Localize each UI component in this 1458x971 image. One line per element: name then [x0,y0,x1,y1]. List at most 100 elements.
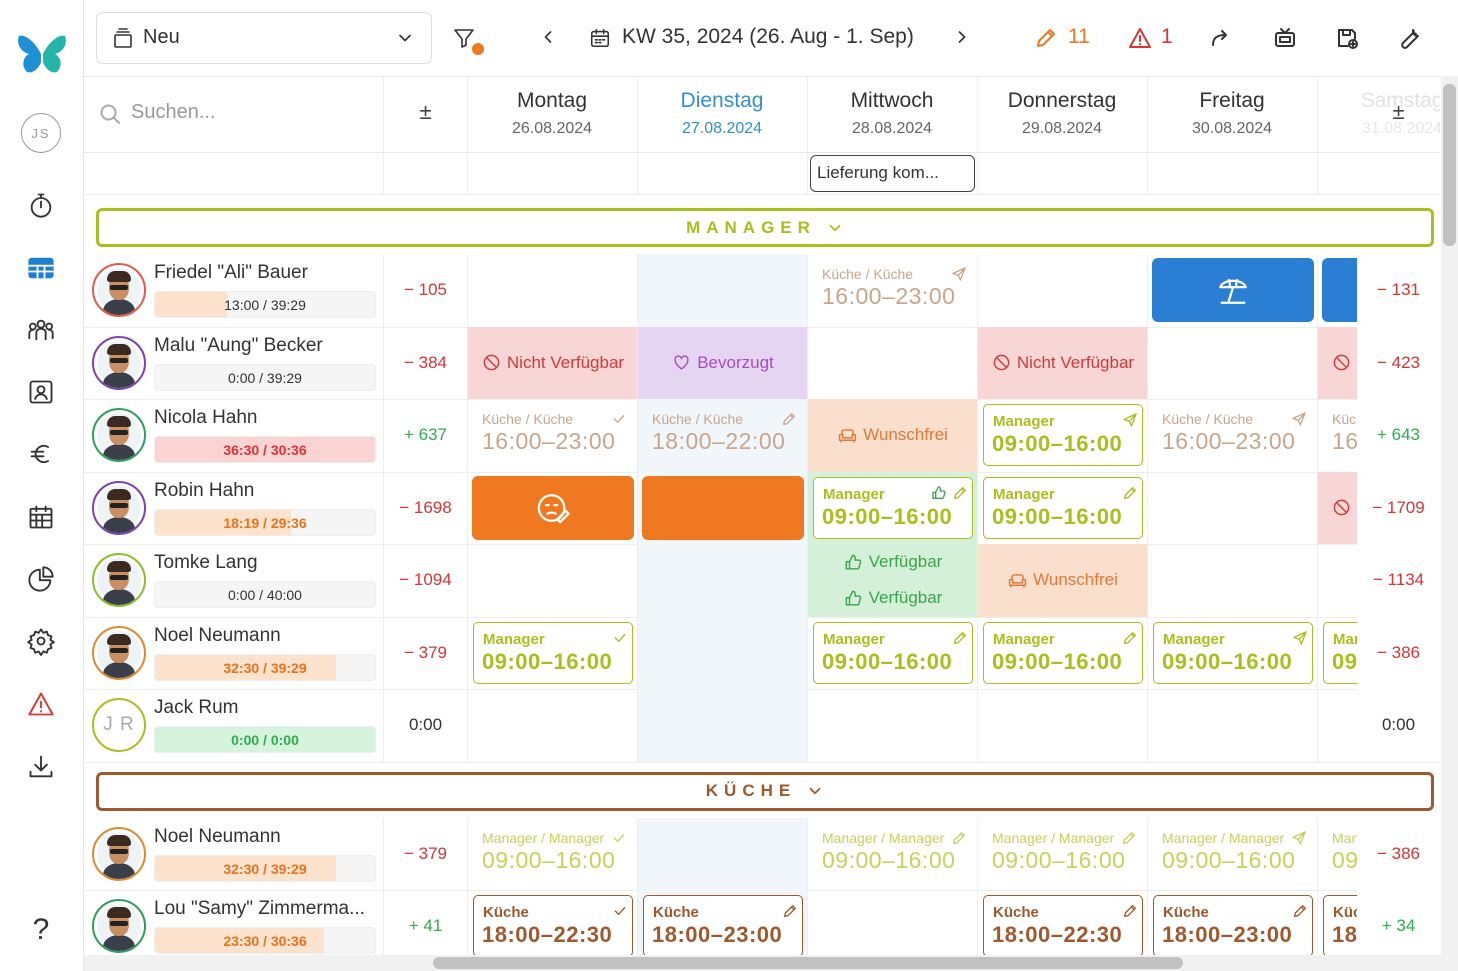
icon-pie[interactable] [27,565,55,593]
avatar[interactable] [92,335,146,390]
h-scroll-thumb[interactable] [433,957,1183,969]
day-cell [468,472,637,545]
avatar[interactable] [92,826,146,881]
view-dropdown[interactable]: Neu [96,12,432,64]
shift[interactable]: Küche 18:00–23:00 [643,895,803,957]
icon-chevRight[interactable] [952,27,972,47]
search-input[interactable]: Suchen... [131,101,216,123]
icon-calendar[interactable] [589,27,611,49]
day-header: Samstag 31.08.2024 [1317,77,1440,152]
day-note[interactable]: Lieferung kom... [810,155,975,192]
avatar[interactable] [92,553,146,607]
shift[interactable]: Küche / Küche 18:00–22:00 [643,404,803,466]
employee-name[interactable]: Jack Rum [154,697,239,718]
toggle-left[interactable]: ± [419,99,432,124]
employee-name[interactable]: Lou "Samy" Zimmerma... [154,898,365,919]
employee-name[interactable]: Nicola Hahn [154,407,258,428]
icon-wrench[interactable] [1398,26,1422,50]
employee-name[interactable]: Robin Hahn [154,479,255,501]
cell-inner: Nicht Verfügbar [978,326,1147,399]
icon-part [959,832,964,837]
col-sep [977,890,978,963]
icon-pencil[interactable] [1034,26,1058,50]
week-label[interactable]: KW 35, 2024 (26. Aug - 1. Sep) [622,25,914,48]
day-cell: Küche 18:00–23:00 [638,890,807,963]
icon-part [100,104,117,121]
icon-part [1011,573,1024,580]
avatar[interactable] [92,625,146,680]
icon-save[interactable] [1335,26,1359,50]
balance: + 41 [408,916,443,935]
avatar[interactable] [92,480,146,535]
shift-role: Küche / Küche [482,411,574,427]
icon-people[interactable] [27,316,55,344]
employee-name[interactable]: Noel Neumann [154,624,281,646]
icon-warning[interactable] [27,690,55,718]
warnings-count[interactable]: 1 [1161,25,1173,48]
shift[interactable]: Küche 18:00–23:00 [1153,895,1313,957]
icon-part [1130,632,1135,637]
user-avatar[interactable]: JS [21,113,61,153]
edits-count[interactable]: 11 [1068,25,1090,48]
icon-part [1124,486,1136,499]
icon-table[interactable] [27,254,55,282]
help[interactable]: ? [32,913,50,946]
employee-name[interactable]: Tomke Lang [154,552,258,573]
icon-part [43,35,66,73]
icon-filter[interactable] [452,26,476,50]
icon-tv[interactable] [1273,26,1297,50]
icon-contact[interactable] [27,378,55,406]
icon-part [953,831,965,844]
icon-chevLeft[interactable] [538,27,558,47]
icon-part [613,415,625,423]
status-text: Wunschfrei [1033,570,1118,589]
icon-part [953,831,965,844]
icon-part [1335,357,1347,368]
avatar[interactable] [92,899,146,953]
avatar-glasses [110,575,128,580]
employee-name[interactable]: Malu "Aung" Becker [154,334,323,356]
toggle-right[interactable]: ± [1392,99,1405,124]
icon-calgrid[interactable] [27,503,55,531]
icon-download[interactable] [27,753,55,781]
avatar[interactable]: J R [92,698,146,752]
icon-gear[interactable] [27,627,55,656]
shift-time: 09:00–16:00 [1162,648,1293,674]
icon-stopwatch[interactable] [27,191,55,219]
logo[interactable] [16,30,68,80]
group-banner[interactable]: MANAGER [96,208,1434,247]
employee-name[interactable]: Friedel "Ali" Bauer [154,262,308,283]
icon-share[interactable] [1209,26,1233,50]
group-banner[interactable]: KÜCHE [96,771,1434,811]
avatar[interactable] [92,408,146,462]
icon-part [784,905,796,917]
avatar[interactable] [92,263,146,317]
icon-euro[interactable] [27,440,55,468]
v-scroll-thumb[interactable] [1443,84,1456,246]
col-sep [383,399,384,472]
icon-warning[interactable] [1128,26,1152,50]
employee-name[interactable]: Noel Neumann [154,825,281,847]
